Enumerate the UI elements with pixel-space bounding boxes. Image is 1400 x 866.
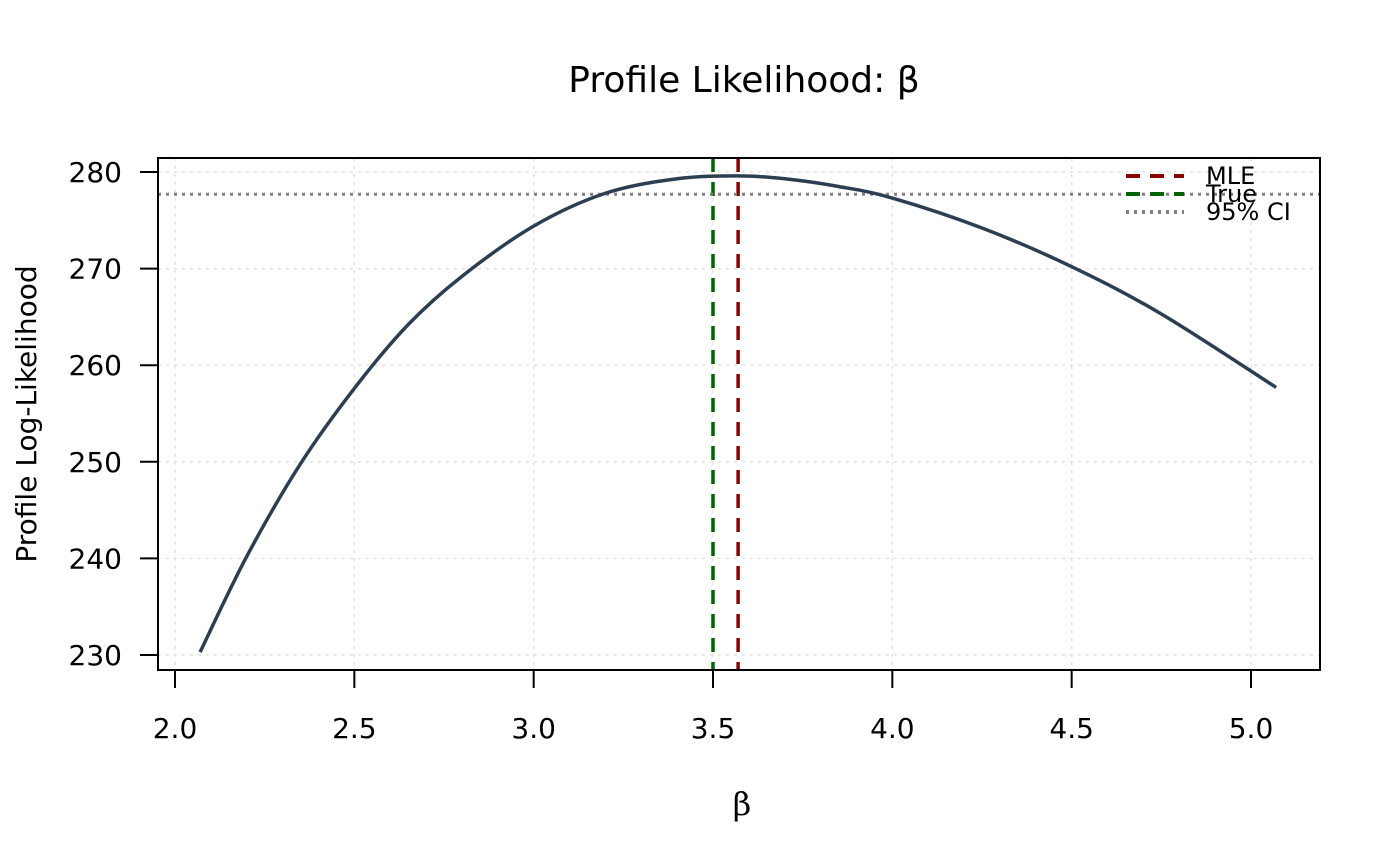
x-axis-label: β [733,785,752,823]
profile-curve [198,174,1278,653]
y-axis-label: Profile Log-Likelihood [10,265,43,562]
legend-label-mle: MLE [1206,162,1255,190]
chart-title: Profile Likelihood: β [568,60,919,101]
y-axis: 230 240 250 260 270 280 [69,156,158,672]
y-tick-label: 230 [69,639,122,672]
legend-label-true: True [1205,180,1257,208]
x-axis: 2.0 2.5 3.0 3.5 4.0 4.5 5.0 [153,669,1274,745]
y-tick-label: 240 [69,542,122,575]
x-tick-label: 3.5 [691,712,736,745]
x-tick-label: 3.0 [511,712,556,745]
y-tick-label: 270 [69,253,122,286]
grid-lines [158,158,1320,670]
y-tick-label: 280 [69,156,122,189]
y-tick-label: 250 [69,446,122,479]
x-tick-label: 4.5 [1049,712,1094,745]
reference-lines [158,158,1320,670]
legend-label-95-ci: 95% CI [1206,198,1291,226]
y-tick-label: 260 [69,349,122,382]
x-tick-label: 4.0 [870,712,915,745]
x-tick-label: 5.0 [1229,712,1274,745]
x-tick-label: 2.5 [332,712,377,745]
plot-frame [157,157,1321,671]
x-tick-label: 2.0 [153,712,198,745]
